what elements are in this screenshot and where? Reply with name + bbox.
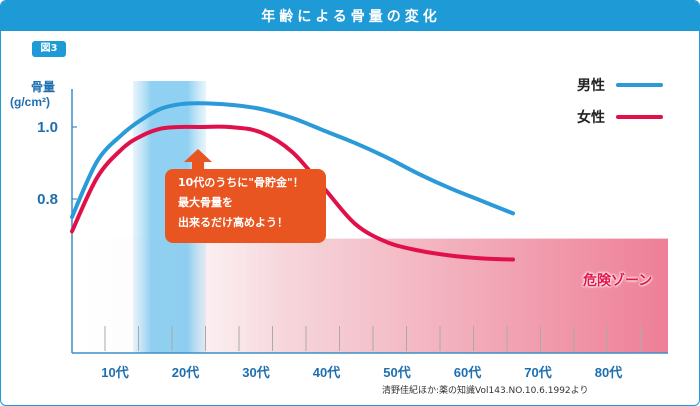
x-tick-label: 80代 bbox=[595, 365, 622, 380]
y-axis-unit: (g/cm²) bbox=[10, 95, 50, 109]
legend-label: 男性 bbox=[577, 77, 605, 93]
y-tick-label: 1.0 bbox=[37, 119, 58, 136]
callout-line-1: 10代のうちに"骨貯金"！ bbox=[178, 176, 304, 189]
x-tick-label: 20代 bbox=[172, 365, 199, 380]
callout-line-3: 出来るだけ高めよう！ bbox=[178, 216, 288, 229]
x-tick-label: 10代 bbox=[101, 365, 128, 380]
source-citation: 清野佳紀ほか:薬の知識Vol143.NO.10.6.1992より bbox=[382, 386, 589, 396]
x-tick-label: 30代 bbox=[242, 365, 269, 380]
y-tick-label: 0.8 bbox=[37, 191, 58, 208]
x-tick-label: 40代 bbox=[313, 365, 340, 380]
y-axis-title: 骨量 bbox=[31, 80, 55, 94]
x-tick-label: 70代 bbox=[524, 365, 551, 380]
callout-box: 10代のうちに"骨貯金"！ 最大骨量を 出来るだけ高めよう！ bbox=[165, 169, 326, 243]
series-line-female bbox=[70, 124, 515, 262]
page-title: 年齢による骨量の変化 bbox=[1, 1, 699, 31]
series-line-male bbox=[70, 101, 515, 219]
x-tick-label: 50代 bbox=[383, 365, 410, 380]
legend-label: 女性 bbox=[577, 109, 605, 125]
figure-label: 図3 bbox=[32, 41, 66, 57]
danger-zone-label: 危険ゾーン bbox=[583, 273, 653, 289]
callout-arrow bbox=[184, 149, 212, 171]
x-tick-label: 60代 bbox=[454, 365, 481, 380]
callout-line-2: 最大骨量を bbox=[178, 196, 233, 209]
